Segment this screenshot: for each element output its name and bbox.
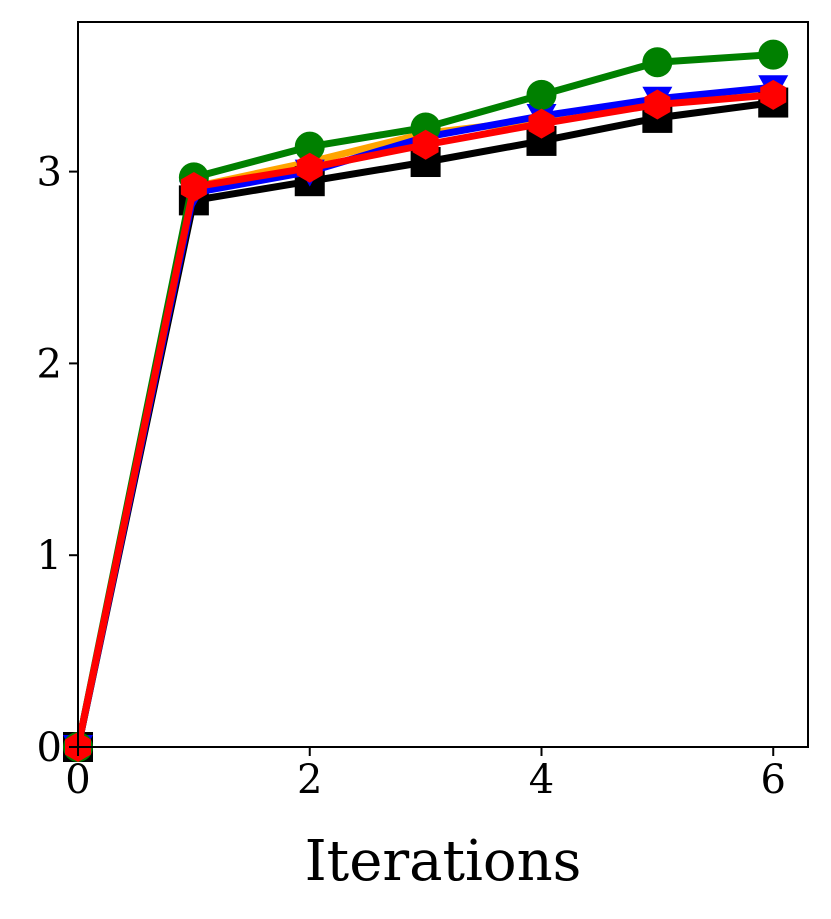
x-axis-title: Iterations [305,829,582,894]
series-1 [63,87,789,762]
data-point [528,108,555,139]
data-point [296,152,323,183]
axes-layer: 0 2 4 6 0 1 2 3 [37,150,786,803]
y-tick-label: 3 [37,150,62,196]
x-tick-label: 4 [529,757,554,803]
series-2 [63,75,789,762]
y-tick-label: 2 [37,341,62,387]
data-point [642,47,673,78]
data-point [180,171,207,202]
series-0 [66,77,786,762]
series-4 [65,79,787,762]
data-point [644,89,671,120]
plot-frame [77,21,809,748]
data-point [294,131,325,162]
data-point [758,39,789,70]
data-point [760,79,787,110]
data-point [526,79,557,110]
x-tick-label: 2 [297,757,322,803]
x-tick-label: 6 [761,757,786,803]
series-layer [63,39,789,762]
y-tick-label: 1 [37,533,62,579]
y-tick-label: 0 [37,725,62,771]
x-tick-label: 0 [65,757,90,803]
data-point [412,129,439,160]
